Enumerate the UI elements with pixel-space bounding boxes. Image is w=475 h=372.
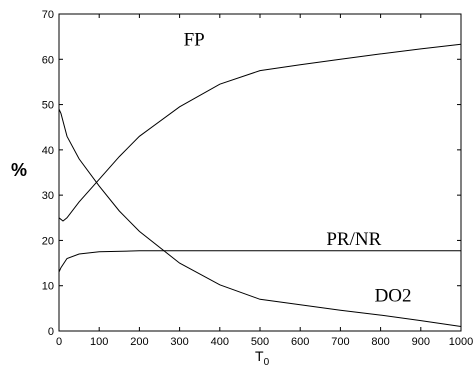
series-label-pr-nr: PR/NR [326,229,381,250]
series-label-do2: DO2 [375,286,412,307]
y-tick-label: 20 [42,235,54,247]
y-tick-label: 0 [48,326,54,338]
y-tick-label: 60 [42,54,54,66]
plot-frame [58,13,462,332]
series-line-fp [58,43,462,222]
y-axis: 0 10 20 30 40 50 60 70 [42,9,461,338]
x-tick-label: 400 [211,336,229,348]
x-axis-label-main: T [255,348,264,364]
x-tick-label: 500 [251,336,269,348]
series-label-fp: FP [184,30,205,51]
x-tick-label: 600 [291,336,309,348]
x-tick-label: 800 [371,336,389,348]
x-tick-label: 100 [90,336,108,348]
x-axis-label-subscript: 0 [264,357,270,368]
series-label-group: FP PR/NR DO2 [184,30,412,307]
x-tick-label: 0 [56,336,62,348]
y-tick-label: 40 [42,145,54,157]
y-tick-label: 30 [42,190,54,202]
y-tick-label: 50 [42,100,54,112]
series-line-pr-nr [58,250,461,273]
y-tick-label: 10 [42,281,54,293]
y-tick-label: 70 [42,9,54,21]
x-tick-label: 900 [412,336,430,348]
x-tick-label: 1000 [449,336,473,348]
x-tick-label: 300 [170,336,188,348]
series-line-do2 [58,108,462,327]
y-axis-label: % [11,160,27,180]
x-axis: 0 100 200 300 400 500 600 700 800 900 1000 [56,14,473,348]
x-axis-label: T0 [255,348,270,368]
series-group [58,43,462,327]
x-tick-label: 700 [331,336,349,348]
x-tick-label: 200 [130,336,148,348]
